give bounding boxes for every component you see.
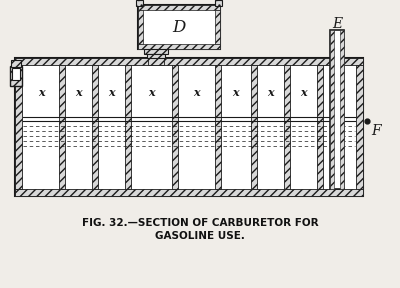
Text: x: x xyxy=(148,87,155,98)
Text: E: E xyxy=(332,17,342,31)
Bar xyxy=(356,65,363,189)
Bar xyxy=(149,58,153,65)
Bar xyxy=(215,10,220,44)
Bar xyxy=(138,44,220,49)
Bar xyxy=(147,54,165,58)
Bar xyxy=(138,10,143,44)
Bar xyxy=(138,5,220,49)
Text: x: x xyxy=(108,87,115,98)
Text: x: x xyxy=(233,87,239,98)
Bar xyxy=(15,58,363,196)
Bar xyxy=(330,30,344,189)
Bar xyxy=(59,65,65,189)
Bar xyxy=(92,65,98,189)
Bar xyxy=(148,58,164,65)
Bar xyxy=(284,65,290,189)
Bar xyxy=(340,30,344,189)
Bar xyxy=(125,65,131,189)
Bar xyxy=(136,0,143,6)
Text: x: x xyxy=(267,87,274,98)
Bar xyxy=(11,60,21,67)
Bar xyxy=(15,65,22,189)
Bar xyxy=(15,189,363,196)
Text: FIG. 32.—SECTION OF CARBURETOR FOR: FIG. 32.—SECTION OF CARBURETOR FOR xyxy=(82,218,318,228)
Text: x: x xyxy=(39,87,45,98)
Bar xyxy=(317,65,323,189)
Bar xyxy=(330,30,334,189)
Text: GASOLINE USE.: GASOLINE USE. xyxy=(155,231,245,241)
Text: F: F xyxy=(371,124,381,138)
Bar xyxy=(144,49,168,54)
Text: x: x xyxy=(75,87,82,98)
Bar xyxy=(153,58,159,65)
Bar xyxy=(251,65,257,189)
Bar xyxy=(172,65,178,189)
Bar xyxy=(12,68,20,80)
Bar xyxy=(215,0,222,6)
Bar xyxy=(159,58,163,65)
Bar xyxy=(215,65,221,189)
Text: x: x xyxy=(300,87,307,98)
Text: x: x xyxy=(193,87,200,98)
Bar xyxy=(10,66,22,86)
Bar xyxy=(138,5,220,10)
Bar xyxy=(15,58,363,65)
Text: D: D xyxy=(172,18,186,35)
